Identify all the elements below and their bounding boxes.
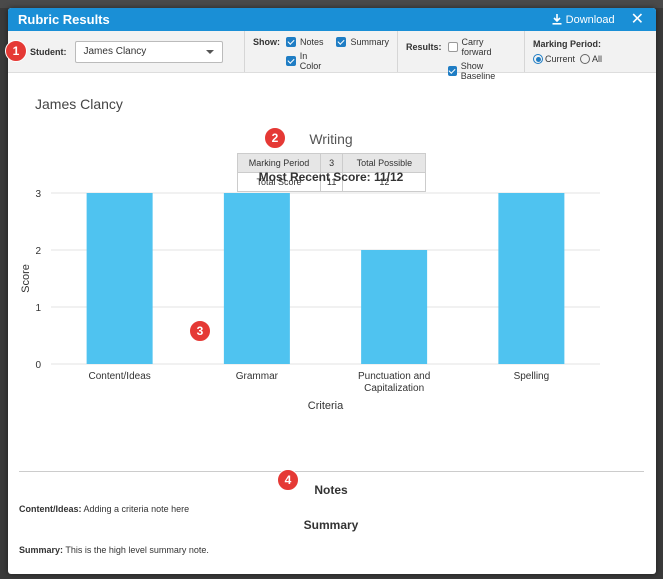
notes-title: Notes (314, 483, 348, 497)
student-select[interactable]: James Clancy (74, 40, 223, 63)
chart-bar (86, 193, 153, 364)
x-axis-label: Criteria (308, 400, 344, 412)
summary-note-label: Summary: (19, 545, 64, 555)
marking-period-section: Marking Period: Current All (524, 31, 615, 72)
x-tick-label: Punctuation and (358, 371, 430, 382)
modal-titlebar: Rubric Results Download ✕ (8, 8, 656, 31)
score-bar-chart: Most Recent Score: 11/120123Content/Idea… (20, 170, 600, 412)
checkbox-checked-icon (336, 37, 347, 47)
table-cell: 12 (342, 172, 427, 192)
show-notes-checkbox[interactable]: Notes (286, 37, 330, 47)
x-tick-label: Content/Ideas (88, 371, 150, 382)
results-label: Results: (406, 42, 442, 52)
section-title: Writing (309, 131, 353, 147)
radio-unselected-icon (580, 54, 591, 64)
summary-note-text: This is the high level summary note. (65, 545, 209, 555)
rubric-results-modal: Rubric Results Download ✕ Student: James… (8, 8, 656, 574)
marking-period-all-radio[interactable]: All (580, 54, 602, 64)
download-icon (552, 14, 562, 25)
x-tick-label: Capitalization (364, 383, 424, 394)
background-page (0, 0, 663, 8)
score-table: Marking Period 3 Total Possible Total Sc… (237, 153, 427, 192)
modal-title: Rubric Results (18, 12, 110, 27)
radio-label: All (592, 54, 603, 64)
chart-title: Most Recent Score: 11/12 (259, 170, 404, 184)
toolbar: Student: James Clancy Show: Notes Summar… (8, 31, 656, 81)
student-section: Student: James Clancy (8, 31, 244, 72)
y-axis-label: Score (20, 264, 32, 293)
checkbox-checked-icon (286, 37, 296, 47)
checkbox-unchecked-icon (447, 42, 458, 52)
criteria-note-label: Content/Ideas: (19, 504, 82, 514)
criteria-note: Content/Ideas: Adding a criteria note he… (19, 504, 189, 514)
chart-bar (498, 193, 565, 364)
checkbox-label: Carry forward (461, 37, 492, 57)
y-tick-label: 3 (35, 189, 41, 200)
download-label: Download (565, 13, 615, 26)
download-button[interactable]: Download (552, 14, 615, 26)
show-baseline-checkbox[interactable]: Show Baseline (447, 61, 516, 81)
checkbox-checked-icon (447, 66, 457, 76)
criteria-note-text: Adding a criteria note here (83, 504, 190, 514)
radio-label: Current (545, 54, 576, 64)
marking-period-current-radio[interactable]: Current (533, 54, 575, 64)
x-tick-label: Grammar (236, 371, 279, 382)
show-summary-checkbox[interactable]: Summary (336, 37, 389, 47)
checkbox-label: In Color (299, 51, 322, 71)
y-tick-label: 2 (35, 246, 41, 257)
show-section: Show: Notes Summary In Color (244, 31, 397, 72)
results-section: Results: Carry forward Show Baseline (397, 31, 524, 81)
callout-badge-2: 2 (264, 127, 286, 149)
summary-note: Summary: This is the high level summary … (19, 545, 209, 555)
checkbox-label: Notes (300, 37, 324, 47)
y-tick-label: 0 (35, 360, 41, 371)
table-row: Total Score 11 12 (237, 172, 427, 192)
checkbox-label: Summary (350, 37, 389, 47)
show-in-color-checkbox[interactable]: In Color (286, 51, 330, 71)
student-select-value: James Clancy (83, 46, 147, 57)
student-label: Student: (30, 46, 67, 57)
x-tick-label: Spelling (514, 371, 550, 382)
checkbox-label: Show Baseline (460, 61, 496, 81)
marking-period-label: Marking Period: (533, 39, 602, 49)
summary-title: Summary (303, 518, 359, 532)
callout-badge-1: 1 (5, 40, 27, 62)
chevron-down-icon (205, 49, 214, 54)
chart-bar (223, 193, 290, 364)
chart-bar (361, 250, 428, 364)
y-tick-label: 1 (35, 303, 41, 314)
show-label: Show: (253, 37, 280, 47)
callout-badge-3: 3 (189, 320, 211, 342)
divider (19, 471, 644, 472)
student-name-heading: James Clancy (35, 96, 123, 112)
radio-selected-icon (533, 54, 543, 64)
report-content: James Clancy Writing Marking Period 3 To… (8, 73, 656, 574)
close-icon[interactable]: ✕ (630, 10, 644, 28)
carry-forward-checkbox[interactable]: Carry forward (447, 37, 516, 57)
table-cell: 11 (319, 172, 344, 192)
callout-badge-4: 4 (277, 469, 299, 491)
table-header-cell: Marking Period (237, 153, 321, 173)
checkbox-checked-icon (286, 56, 296, 66)
